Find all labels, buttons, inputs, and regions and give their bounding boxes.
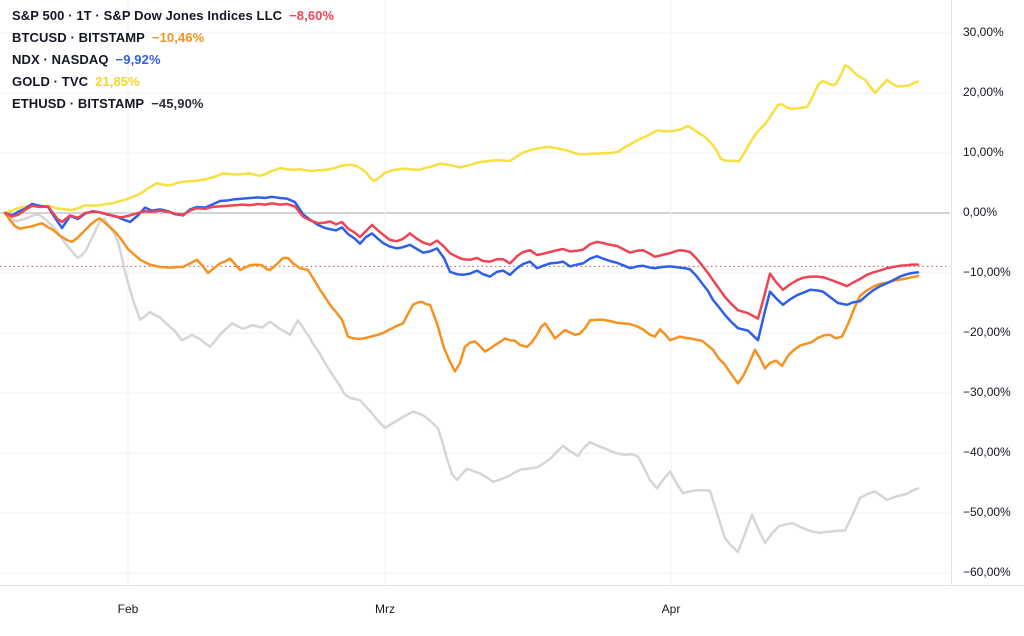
time-scale-label: Feb [117,602,139,616]
legend-row-ethusd[interactable]: ETHUSD · BITSTAMP −45,90% [12,96,334,118]
price-scale-label: −50,00% [963,505,1011,519]
series-line-ethusd-bitstamp[interactable] [3,211,920,554]
price-scale-label: −30,00% [963,385,1011,399]
legend: S&P 500 · 1T · S&P Dow Jones Indices LLC… [12,8,334,118]
legend-symbol-label: S&P 500 · 1T · S&P Dow Jones Indices LLC [12,8,283,23]
legend-change-value: −8,60% [289,8,335,23]
price-scale-label: 30,00% [963,25,1004,39]
legend-change-value: −9,92% [115,52,161,67]
price-scale-label: −10,00% [963,265,1011,279]
series-line-gold-tvc[interactable] [3,64,920,215]
series-line-btcusd-bitstamp[interactable] [3,211,920,385]
legend-row-sp500[interactable]: S&P 500 · 1T · S&P Dow Jones Indices LLC… [12,8,334,30]
price-scale-separator [951,0,952,585]
price-scale-label: 20,00% [963,85,1004,99]
price-scale-label: −20,00% [963,325,1011,339]
price-scale-label: −40,00% [963,445,1011,459]
legend-symbol-label: NDX · NASDAQ [12,52,109,67]
price-scale-label: 10,00% [963,145,1004,159]
legend-row-btcusd[interactable]: BTCUSD · BITSTAMP −10,46% [12,30,334,52]
legend-change-value: −10,46% [151,30,205,45]
time-scale-label: Apr [661,602,681,616]
price-scale-label: 0,00% [963,205,998,219]
legend-symbol-label: ETHUSD · BITSTAMP [12,96,145,111]
price-scale[interactable]: 30,00% 20,00% 10,00% 0,00% −10,00% −20,00% −30… [952,0,1024,585]
legend-symbol-label: GOLD · TVC [12,74,89,89]
series-line-s-p-500[interactable] [3,202,920,320]
legend-change-value: −45,90% [151,96,204,111]
legend-row-ndx[interactable]: NDX · NASDAQ −9,92% [12,52,334,74]
time-scale-label: Mrz [375,602,395,616]
legend-row-gold[interactable]: GOLD · TVC 21,85% [12,74,334,96]
time-scale[interactable]: Feb Mrz Apr [0,585,1024,636]
legend-symbol-label: BTCUSD · BITSTAMP [12,30,145,45]
legend-change-value: 21,85% [95,74,140,89]
price-scale-label: −60,00% [963,565,1011,579]
